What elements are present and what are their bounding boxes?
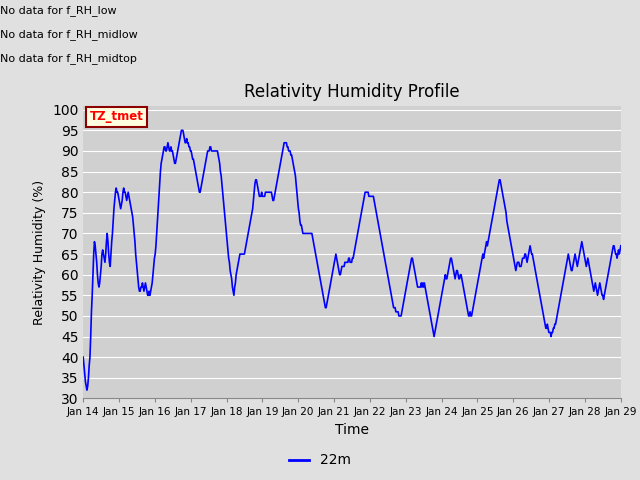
Title: Relativity Humidity Profile: Relativity Humidity Profile <box>244 83 460 101</box>
Text: TZ_tmet: TZ_tmet <box>90 110 143 123</box>
Y-axis label: Relativity Humidity (%): Relativity Humidity (%) <box>33 180 47 324</box>
X-axis label: Time: Time <box>335 423 369 437</box>
Text: No data for f_RH_midtop: No data for f_RH_midtop <box>0 53 137 64</box>
Text: No data for f_RH_low: No data for f_RH_low <box>0 5 116 16</box>
Legend: 22m: 22m <box>283 448 357 473</box>
Text: No data for f_RH_midlow: No data for f_RH_midlow <box>0 29 138 40</box>
